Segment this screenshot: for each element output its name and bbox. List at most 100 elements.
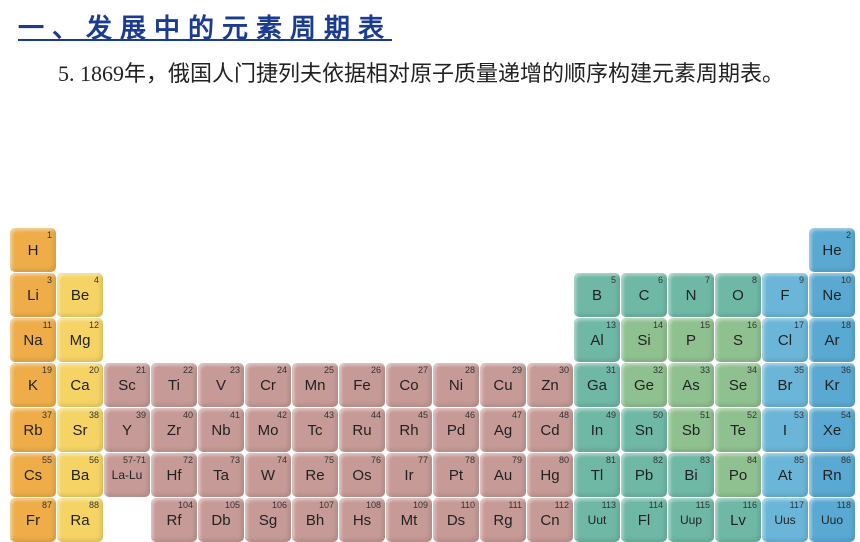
element-cell-Fe: 26Fe [339, 363, 385, 407]
element-symbol: Cr [260, 377, 276, 394]
atomic-number: 13 [606, 320, 616, 330]
element-cell-Uut: 113Uut [574, 498, 620, 542]
element-symbol: Lv [730, 512, 746, 529]
element-symbol: At [778, 467, 792, 484]
element-cell-H: 1H [10, 228, 56, 272]
element-symbol: Pd [447, 422, 465, 439]
atomic-number: 11 [43, 320, 52, 330]
element-symbol: Hf [167, 467, 182, 484]
atomic-number: 106 [272, 500, 287, 510]
atomic-number: 72 [183, 455, 193, 465]
atomic-number: 56 [89, 455, 99, 465]
element-symbol: Cu [493, 377, 512, 394]
atomic-number: 23 [230, 365, 240, 375]
atomic-number: 5 [611, 275, 616, 285]
element-cell-N: 7N [668, 273, 714, 317]
element-symbol: Rh [399, 422, 418, 439]
element-symbol: Sc [118, 377, 136, 394]
element-cell-Zr: 40Zr [151, 408, 197, 452]
atomic-number: 7 [705, 275, 710, 285]
atomic-number: 4 [94, 275, 99, 285]
element-cell-Tc: 43Tc [292, 408, 338, 452]
element-cell-S: 16S [715, 318, 761, 362]
element-cell-La-Lu: 57-71La-Lu [104, 453, 150, 497]
element-cell-Cu: 29Cu [480, 363, 526, 407]
element-cell-O: 8O [715, 273, 761, 317]
element-cell-Pb: 82Pb [621, 453, 667, 497]
atomic-number: 53 [794, 410, 804, 420]
atomic-number: 9 [799, 275, 804, 285]
element-cell-Uup: 115Uup [668, 498, 714, 542]
element-cell-Ir: 77Ir [386, 453, 432, 497]
element-symbol: Mt [401, 512, 418, 529]
element-symbol: Hs [353, 512, 371, 529]
element-cell-I: 53I [762, 408, 808, 452]
atomic-number: 34 [747, 365, 757, 375]
atomic-number: 80 [559, 455, 569, 465]
element-symbol: Ca [70, 377, 89, 394]
element-cell-Cd: 48Cd [527, 408, 573, 452]
element-symbol: F [780, 287, 789, 304]
element-cell-Uus: 117Uus [762, 498, 808, 542]
element-cell-P: 15P [668, 318, 714, 362]
element-cell-Fl: 114Fl [621, 498, 667, 542]
element-cell-At: 85At [762, 453, 808, 497]
element-symbol: Te [730, 422, 746, 439]
element-cell-Cr: 24Cr [245, 363, 291, 407]
element-symbol: Ra [70, 512, 89, 529]
atomic-number: 57-71 [123, 455, 146, 465]
element-symbol: Ru [352, 422, 371, 439]
element-symbol: Os [352, 467, 371, 484]
element-symbol: Ne [822, 287, 841, 304]
atomic-number: 10 [841, 275, 851, 285]
element-cell-Ga: 31Ga [574, 363, 620, 407]
atomic-number: 22 [183, 365, 193, 375]
element-symbol: Y [122, 422, 132, 439]
element-cell-Al: 13Al [574, 318, 620, 362]
element-cell-In: 49In [574, 408, 620, 452]
atomic-number: 118 [837, 500, 851, 510]
element-symbol: Tc [308, 422, 323, 439]
section-title: 一、发展中的元素周期表 [0, 0, 860, 57]
element-cell-Li: 3Li [10, 273, 56, 317]
atomic-number: 75 [324, 455, 334, 465]
atomic-number: 8 [752, 275, 757, 285]
atomic-number: 12 [89, 320, 99, 330]
element-cell-Fr: 87Fr [10, 498, 56, 542]
atomic-number: 79 [512, 455, 522, 465]
atomic-number: 47 [512, 410, 522, 420]
element-cell-Te: 52Te [715, 408, 761, 452]
element-cell-He: 2He [809, 228, 855, 272]
element-cell-Re: 75Re [292, 453, 338, 497]
element-cell-Cn: 112Cn [527, 498, 573, 542]
atomic-number: 85 [794, 455, 804, 465]
element-cell-Ag: 47Ag [480, 408, 526, 452]
atomic-number: 20 [89, 365, 99, 375]
element-cell-Rg: 111Rg [480, 498, 526, 542]
atomic-number: 51 [700, 410, 710, 420]
element-cell-Mg: 12Mg [57, 318, 103, 362]
atomic-number: 54 [841, 410, 851, 420]
element-cell-Db: 105Db [198, 498, 244, 542]
element-symbol: Cn [540, 512, 559, 529]
element-symbol: H [28, 242, 39, 259]
element-cell-Be: 4 Be [57, 273, 103, 317]
element-symbol: Tl [591, 467, 604, 484]
element-symbol: Rg [493, 512, 512, 529]
element-symbol: Bh [306, 512, 324, 529]
atomic-number: 55 [42, 455, 52, 465]
atomic-number: 117 [790, 500, 804, 510]
element-cell-K: 19K [10, 363, 56, 407]
element-cell-B: 5B [574, 273, 620, 317]
atomic-number: 45 [418, 410, 428, 420]
atomic-number: 32 [653, 365, 663, 375]
element-symbol: Au [494, 467, 512, 484]
element-symbol: Ga [587, 377, 607, 394]
atomic-number: 6 [658, 275, 663, 285]
element-symbol: Be [71, 287, 89, 304]
element-symbol: P [686, 332, 696, 349]
element-cell-Ra: 88Ra [57, 498, 103, 542]
element-symbol: Ir [404, 467, 413, 484]
atomic-number: 35 [794, 365, 804, 375]
atomic-number: 41 [230, 410, 240, 420]
